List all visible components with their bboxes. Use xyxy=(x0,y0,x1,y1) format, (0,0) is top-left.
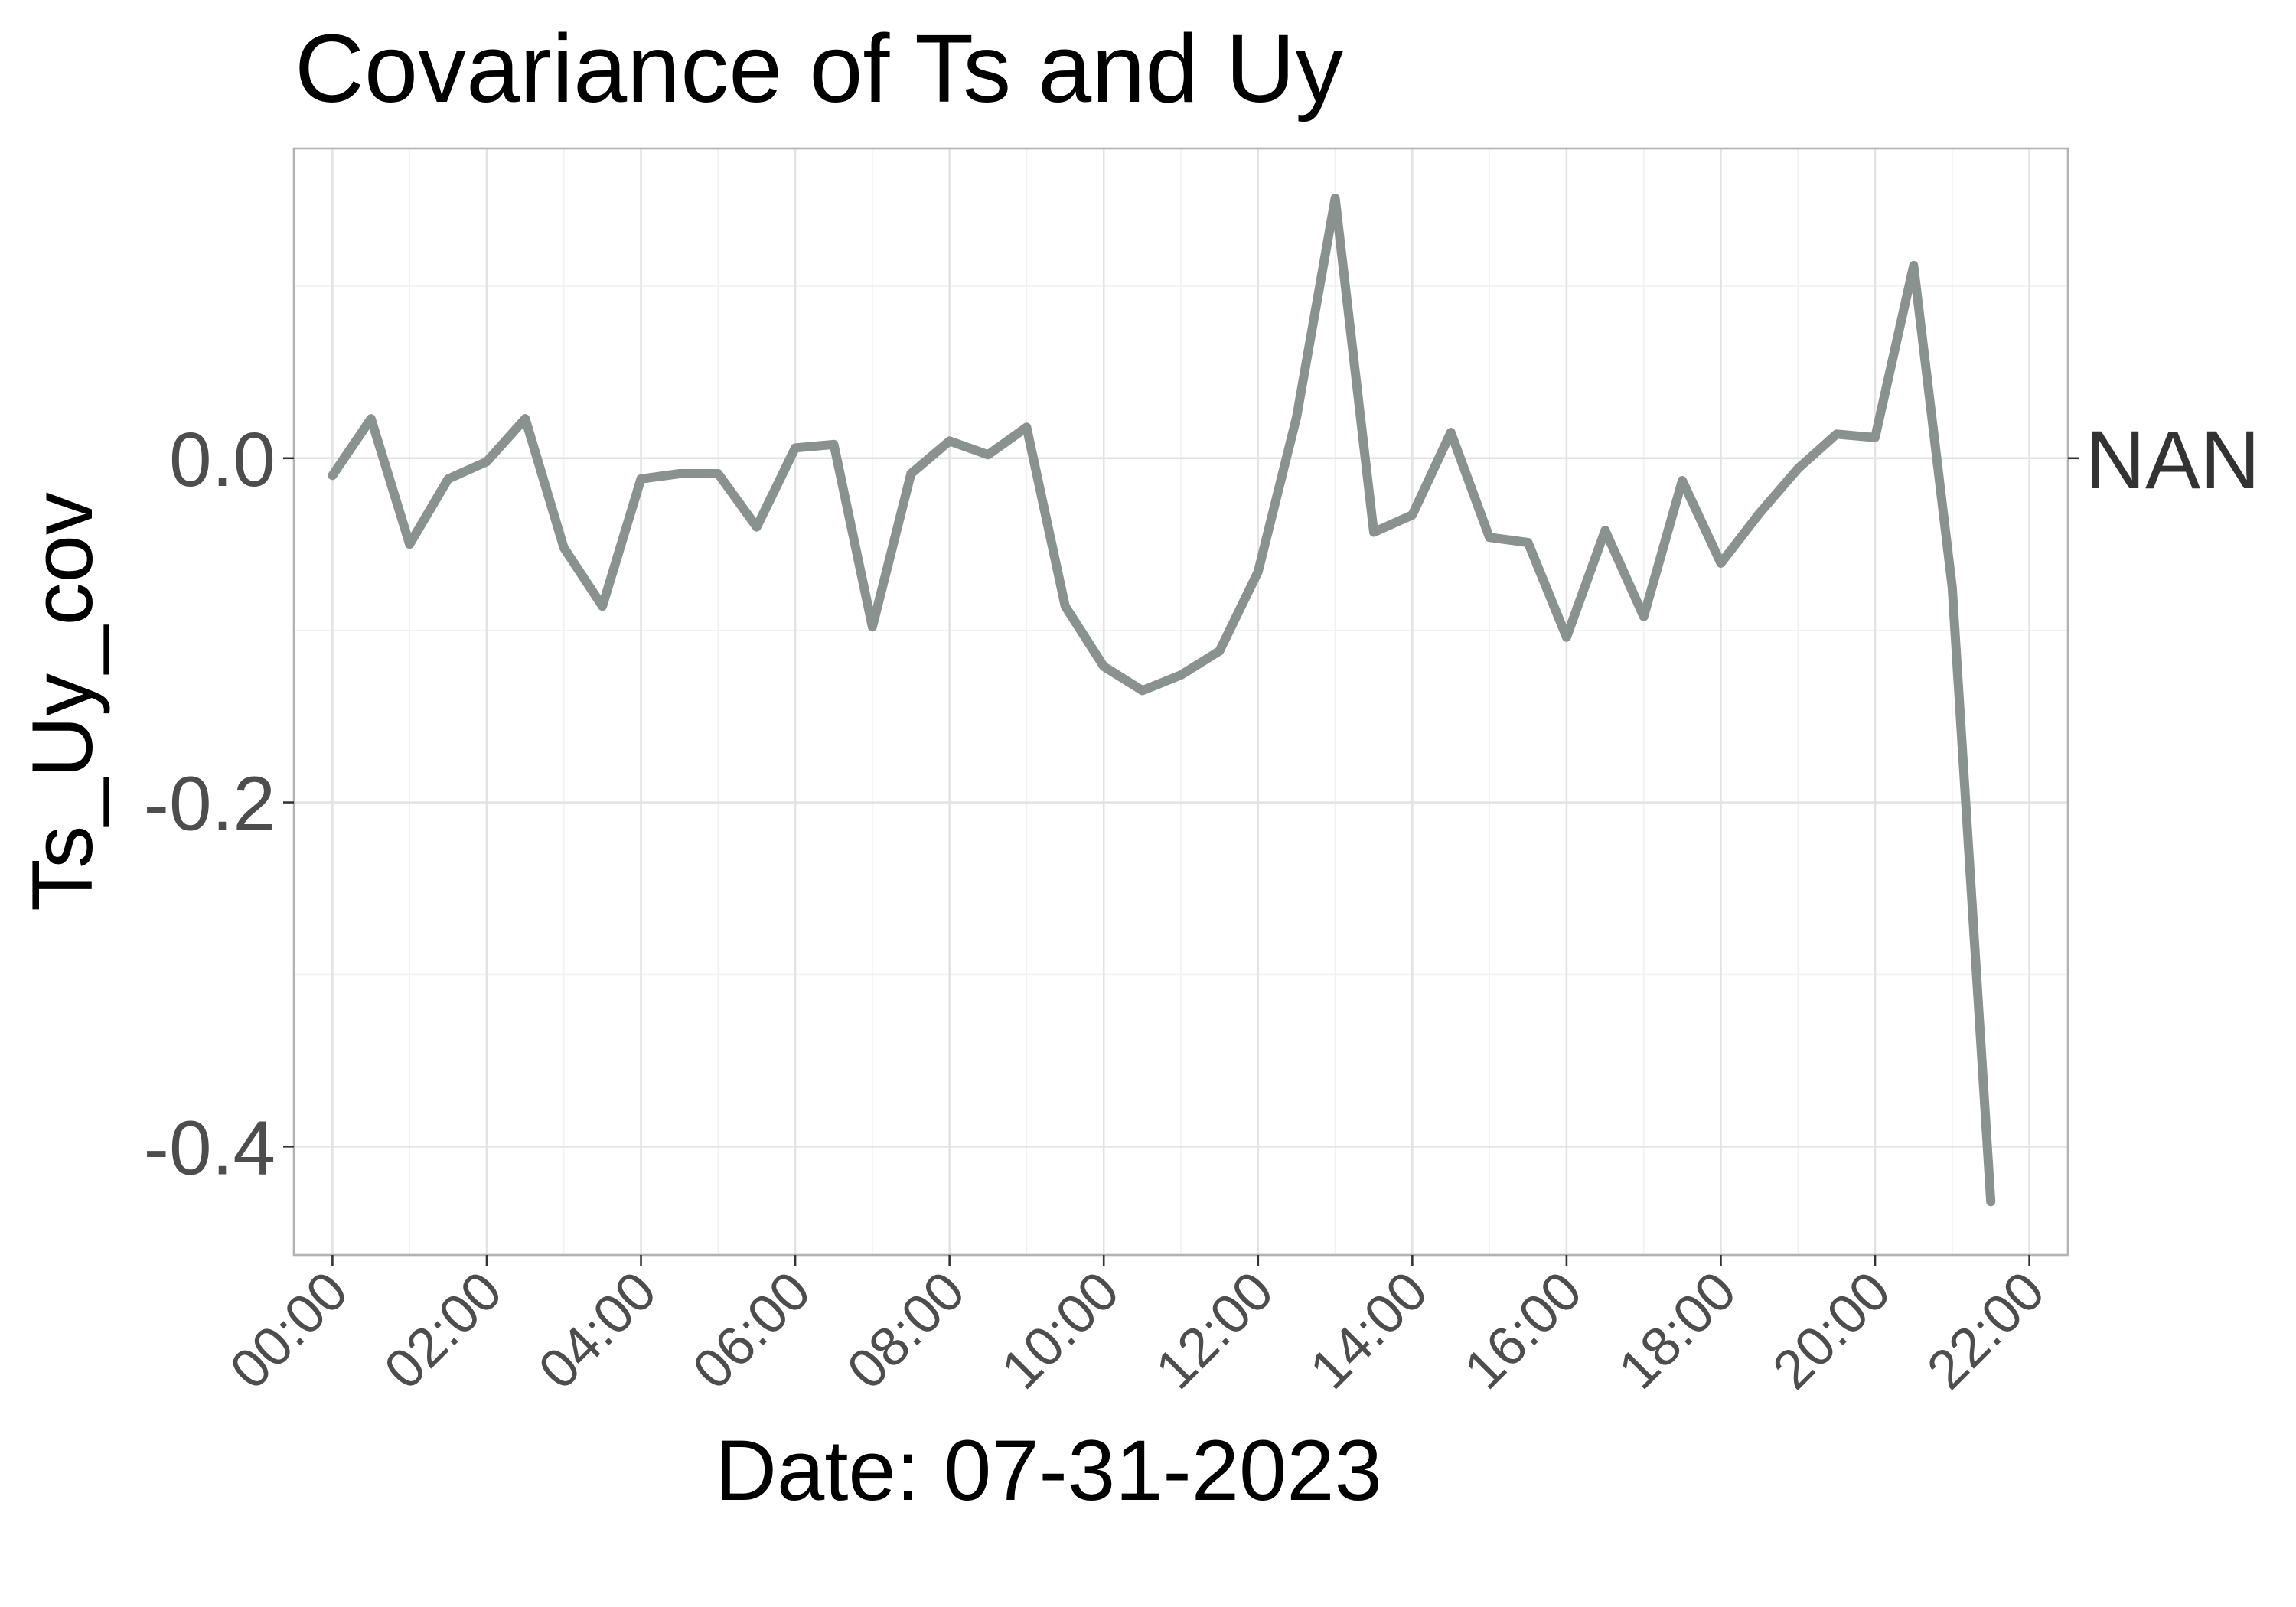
plot-panel-border xyxy=(292,147,2069,1257)
x-tick-label: 02:00 xyxy=(373,1260,514,1401)
line-layer xyxy=(328,194,1996,1207)
x-tick-label: 08:00 xyxy=(836,1260,977,1401)
x-tick-label: 20:00 xyxy=(1761,1260,1902,1401)
right-side-label: NAN xyxy=(2086,413,2260,506)
y-tick-label: -0.2 xyxy=(144,761,276,847)
axis-layer: 00:00 02:00 04:00 06:00 08:00 10:00 12:00 14:00… xyxy=(144,417,2079,1401)
chart-title: Covariance of Ts and Uy xyxy=(295,15,1343,122)
x-axis-title: Date: 07-31-2023 xyxy=(715,1423,1382,1518)
x-tick-label: 18:00 xyxy=(1607,1260,1748,1401)
y-tick-label: -0.4 xyxy=(144,1105,276,1191)
y-axis-title: Ts_Uy_cov xyxy=(15,492,110,911)
x-tick-label: 12:00 xyxy=(1144,1260,1285,1401)
x-tick-label: 22:00 xyxy=(1916,1260,2056,1401)
y-tick-label: 0.0 xyxy=(169,417,276,503)
x-tick-label: 06:00 xyxy=(681,1260,822,1401)
x-tick-label: 16:00 xyxy=(1453,1260,1593,1401)
grid-layer xyxy=(294,148,2068,1255)
x-tick-label: 10:00 xyxy=(990,1260,1131,1401)
x-tick-label: 04:00 xyxy=(527,1260,668,1401)
series-line xyxy=(328,194,1996,1207)
x-tick-label: 00:00 xyxy=(219,1260,360,1401)
x-tick-label: 14:00 xyxy=(1299,1260,1440,1401)
